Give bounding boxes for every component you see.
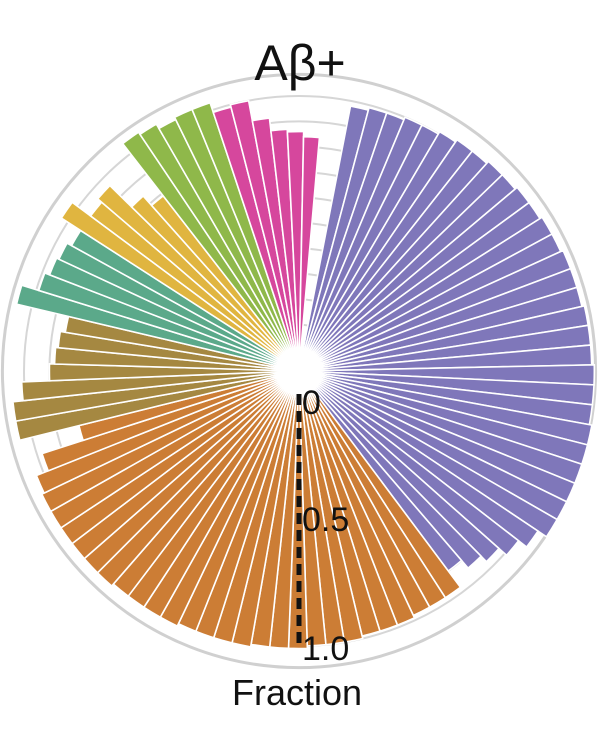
chart-bar	[191, 101, 294, 353]
center-hole	[278, 350, 320, 392]
radial-tick-label-1-0: 1.0	[302, 630, 349, 668]
radial-axis-label: Fraction	[232, 672, 362, 713]
chart-title: Aβ+	[254, 35, 345, 91]
chart-bar	[229, 99, 297, 352]
chart-bar	[96, 184, 286, 359]
chart-bar	[270, 128, 299, 352]
chart-labels: Aβ+ 0 0.5 1.0 Fraction	[232, 35, 362, 713]
radial-tick-label-0: 0	[302, 384, 321, 422]
chart-bar	[57, 242, 282, 364]
radial-tick-label-0-5: 0.5	[302, 501, 349, 539]
chart-bar	[286, 130, 305, 351]
chart-bars	[12, 99, 596, 650]
chart-bar	[40, 379, 282, 513]
chart-bar	[121, 131, 289, 356]
chart-bar	[12, 372, 280, 423]
chart-bar	[15, 284, 280, 368]
outer-ring	[0, 72, 598, 670]
chart-bar	[315, 380, 559, 538]
chart-bar	[298, 135, 321, 351]
